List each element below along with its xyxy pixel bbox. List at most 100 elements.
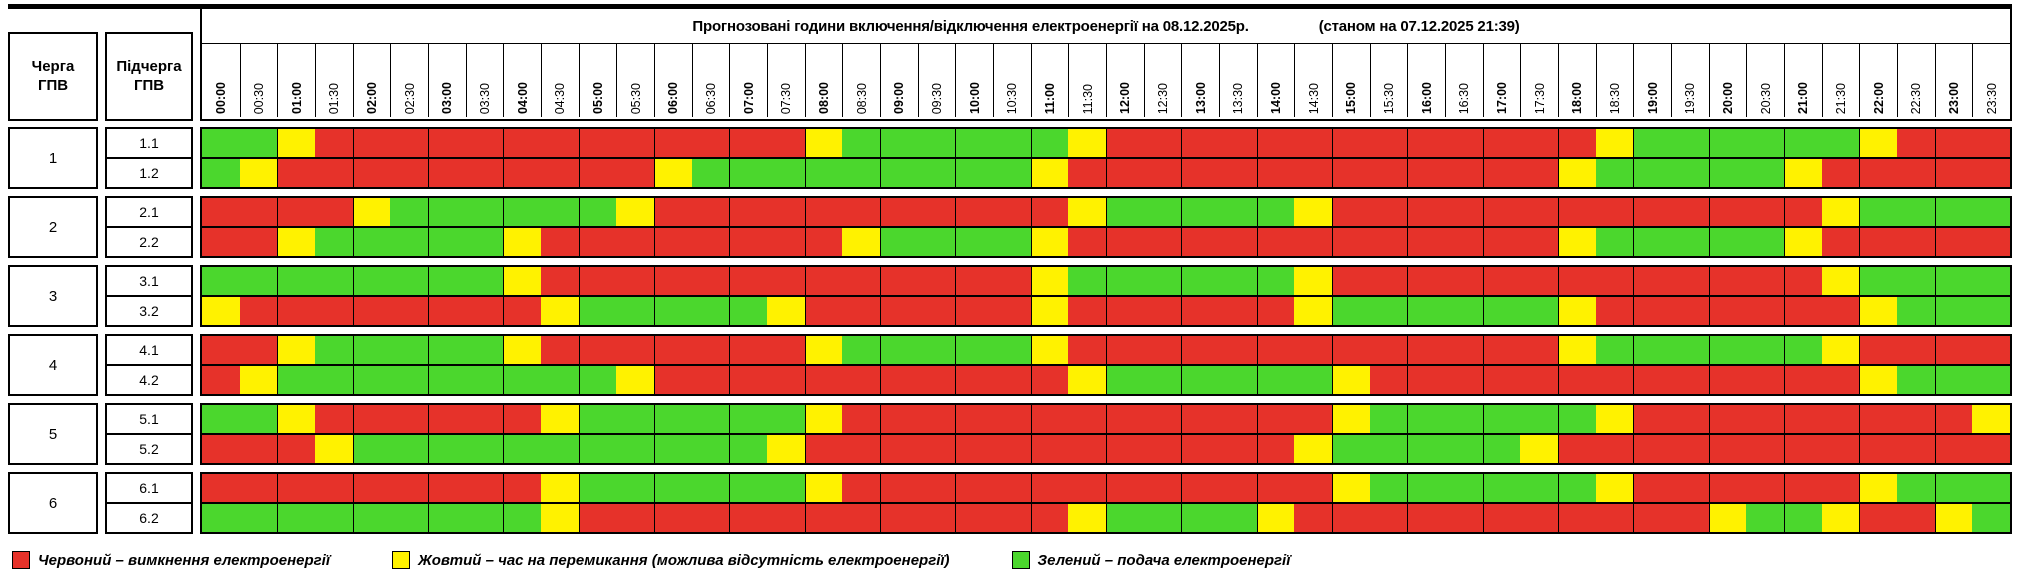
queue-number-4: 4 xyxy=(8,334,98,396)
column-gap xyxy=(193,403,200,465)
slot-3.1-13:00 xyxy=(1181,267,1219,295)
slot-1.2-05:00 xyxy=(578,159,617,187)
slot-3.2-03:00 xyxy=(428,297,466,325)
slot-6.1-20:30 xyxy=(1746,474,1784,502)
slot-5.1-00:30 xyxy=(239,405,278,433)
slot-1.2-00:00 xyxy=(202,159,240,187)
slot-1.1-11:00 xyxy=(1030,129,1069,157)
slot-4.1-22:30 xyxy=(1897,336,1935,364)
slot-5.1-11:30 xyxy=(1068,405,1106,433)
slot-5.1-12:30 xyxy=(1143,405,1182,433)
slot-4.2-12:30 xyxy=(1143,366,1182,394)
slot-6.2-15:30 xyxy=(1369,504,1408,532)
slot-6.1-05:00 xyxy=(578,474,617,502)
slot-2.1-05:30 xyxy=(616,198,654,226)
schedule-row-6.1 xyxy=(202,474,2010,502)
subqueue-label-4.2: 4.2 xyxy=(107,364,191,394)
time-label-16:00: 16:00 xyxy=(1407,43,1445,117)
slot-2.1-01:30 xyxy=(315,198,353,226)
slot-3.1-03:00 xyxy=(428,267,466,295)
slot-6.2-02:30 xyxy=(390,504,428,532)
time-label-text: 10:00 xyxy=(967,82,982,114)
slot-6.1-18:30 xyxy=(1595,474,1634,502)
slot-1.1-14:30 xyxy=(1294,129,1332,157)
slot-2.2-21:00 xyxy=(1784,228,1822,256)
time-label-19:00: 19:00 xyxy=(1633,43,1671,117)
schedule-grid-5 xyxy=(200,403,2012,465)
slot-2.1-21:30 xyxy=(1821,198,1860,226)
subqueue-label-1.1: 1.1 xyxy=(139,135,159,151)
slot-4.2-08:00 xyxy=(804,366,843,394)
slot-6.2-06:00 xyxy=(654,504,692,532)
slot-3.2-18:30 xyxy=(1595,297,1634,325)
slot-2.2-07:30 xyxy=(767,228,805,256)
legend-swatch-Y xyxy=(392,551,410,569)
slot-6.2-21:30 xyxy=(1821,504,1860,532)
slot-1.2-20:30 xyxy=(1746,159,1784,187)
slot-5.1-22:00 xyxy=(1859,405,1897,433)
slot-3.1-10:30 xyxy=(993,267,1031,295)
slot-5.1-06:00 xyxy=(654,405,692,433)
slot-6.2-16:00 xyxy=(1407,504,1445,532)
slot-3.2-06:30 xyxy=(691,297,730,325)
slot-3.1-07:30 xyxy=(767,267,805,295)
slot-2.1-08:30 xyxy=(842,198,880,226)
subqueue-labels-2: 2.1 2.2 xyxy=(105,196,193,258)
slot-4.2-14:00 xyxy=(1256,366,1295,394)
slot-6.2-13:00 xyxy=(1181,504,1219,532)
slot-4.1-19:00 xyxy=(1633,336,1671,364)
slot-3.1-17:00 xyxy=(1482,267,1521,295)
slot-3.2-11:00 xyxy=(1030,297,1069,325)
slot-4.1-03:30 xyxy=(465,336,504,364)
column-gap xyxy=(98,403,105,465)
slot-6.1-15:00 xyxy=(1332,474,1370,502)
time-label-16:30: 16:30 xyxy=(1445,43,1483,117)
slot-5.1-18:30 xyxy=(1595,405,1634,433)
slot-3.1-12:30 xyxy=(1143,267,1182,295)
time-label-07:30: 07:30 xyxy=(767,43,805,117)
time-label-text: 14:30 xyxy=(1306,82,1321,114)
slot-2.1-00:30 xyxy=(239,198,278,226)
slot-6.1-02:00 xyxy=(352,474,391,502)
slot-5.2-19:00 xyxy=(1633,435,1671,463)
slot-1.2-14:30 xyxy=(1294,159,1332,187)
slot-1.1-17:30 xyxy=(1520,129,1558,157)
slot-4.1-15:30 xyxy=(1369,336,1408,364)
slot-2.2-14:00 xyxy=(1256,228,1295,256)
slot-4.1-12:00 xyxy=(1106,336,1144,364)
slot-5.2-14:30 xyxy=(1294,435,1332,463)
slot-5.1-01:30 xyxy=(315,405,353,433)
slot-1.2-11:00 xyxy=(1030,159,1069,187)
time-label-text: 22:00 xyxy=(1871,82,1886,114)
slot-1.2-22:00 xyxy=(1859,159,1897,187)
slot-2.2-08:30 xyxy=(842,228,880,256)
schedule-grid-1 xyxy=(200,127,2012,189)
slot-4.1-02:30 xyxy=(390,336,428,364)
slot-2.1-03:00 xyxy=(428,198,466,226)
slot-4.2-17:30 xyxy=(1520,366,1558,394)
slot-1.2-09:30 xyxy=(917,159,956,187)
slot-3.1-15:30 xyxy=(1369,267,1408,295)
slot-6.2-15:00 xyxy=(1332,504,1370,532)
time-label-11:00: 11:00 xyxy=(1030,43,1069,117)
slot-4.1-07:30 xyxy=(767,336,805,364)
slot-1.2-02:00 xyxy=(352,159,391,187)
slot-3.2-18:00 xyxy=(1558,297,1596,325)
time-label-10:30: 10:30 xyxy=(993,43,1031,117)
slot-2.1-01:00 xyxy=(277,198,315,226)
time-label-06:00: 06:00 xyxy=(654,43,692,117)
slot-6.2-07:00 xyxy=(729,504,767,532)
slot-3.1-21:00 xyxy=(1784,267,1822,295)
slot-4.2-16:00 xyxy=(1407,366,1445,394)
time-label-23:30: 23:30 xyxy=(1972,43,2010,117)
slot-6.1-18:00 xyxy=(1558,474,1596,502)
slot-3.2-00:30 xyxy=(239,297,278,325)
slot-2.2-11:30 xyxy=(1068,228,1106,256)
time-label-00:30: 00:30 xyxy=(239,43,278,117)
slot-6.1-09:00 xyxy=(880,474,918,502)
slot-3.2-08:00 xyxy=(804,297,843,325)
slot-5.2-20:30 xyxy=(1746,435,1784,463)
slot-3.1-04:00 xyxy=(503,267,541,295)
slot-3.1-16:30 xyxy=(1445,267,1483,295)
slot-1.1-13:00 xyxy=(1181,129,1219,157)
